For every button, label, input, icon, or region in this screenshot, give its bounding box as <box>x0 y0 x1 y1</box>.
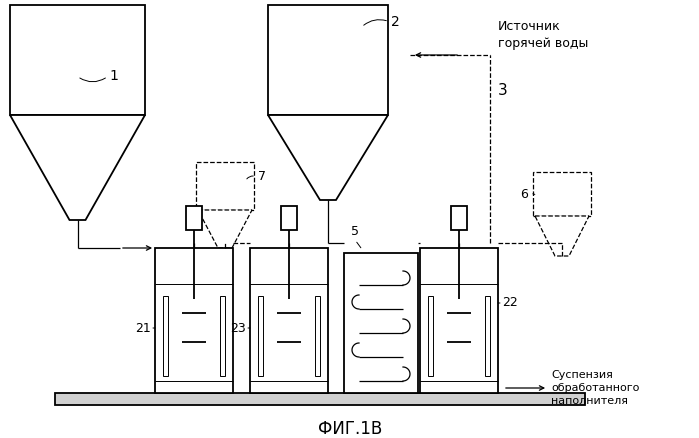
Polygon shape <box>220 296 225 376</box>
Polygon shape <box>198 210 252 248</box>
Text: 5: 5 <box>352 225 359 238</box>
Text: Суспензия
обработанного
наполнителя: Суспензия обработанного наполнителя <box>551 370 640 406</box>
Text: ФИГ.1В: ФИГ.1В <box>318 420 382 438</box>
Text: 3: 3 <box>498 83 507 98</box>
Text: 7: 7 <box>258 170 266 183</box>
Text: Источник
горячей воды: Источник горячей воды <box>498 20 589 50</box>
Polygon shape <box>344 253 418 393</box>
Polygon shape <box>281 206 297 230</box>
Polygon shape <box>186 206 202 230</box>
Polygon shape <box>155 248 233 393</box>
Polygon shape <box>55 393 585 405</box>
Text: 2: 2 <box>391 14 400 28</box>
Text: 6: 6 <box>520 187 528 201</box>
Polygon shape <box>268 115 388 200</box>
Polygon shape <box>428 296 433 376</box>
Polygon shape <box>10 115 145 220</box>
Polygon shape <box>268 5 388 115</box>
Polygon shape <box>420 248 498 393</box>
Polygon shape <box>451 206 467 230</box>
Polygon shape <box>533 172 591 216</box>
Text: 21: 21 <box>135 321 151 335</box>
Polygon shape <box>535 216 589 256</box>
Polygon shape <box>250 248 328 393</box>
Text: 23: 23 <box>230 321 246 335</box>
Polygon shape <box>163 296 168 376</box>
Text: 1: 1 <box>110 70 119 84</box>
Text: 22: 22 <box>502 297 518 310</box>
Polygon shape <box>485 296 490 376</box>
Polygon shape <box>10 5 145 115</box>
Polygon shape <box>258 296 263 376</box>
Polygon shape <box>315 296 320 376</box>
Polygon shape <box>196 162 254 210</box>
